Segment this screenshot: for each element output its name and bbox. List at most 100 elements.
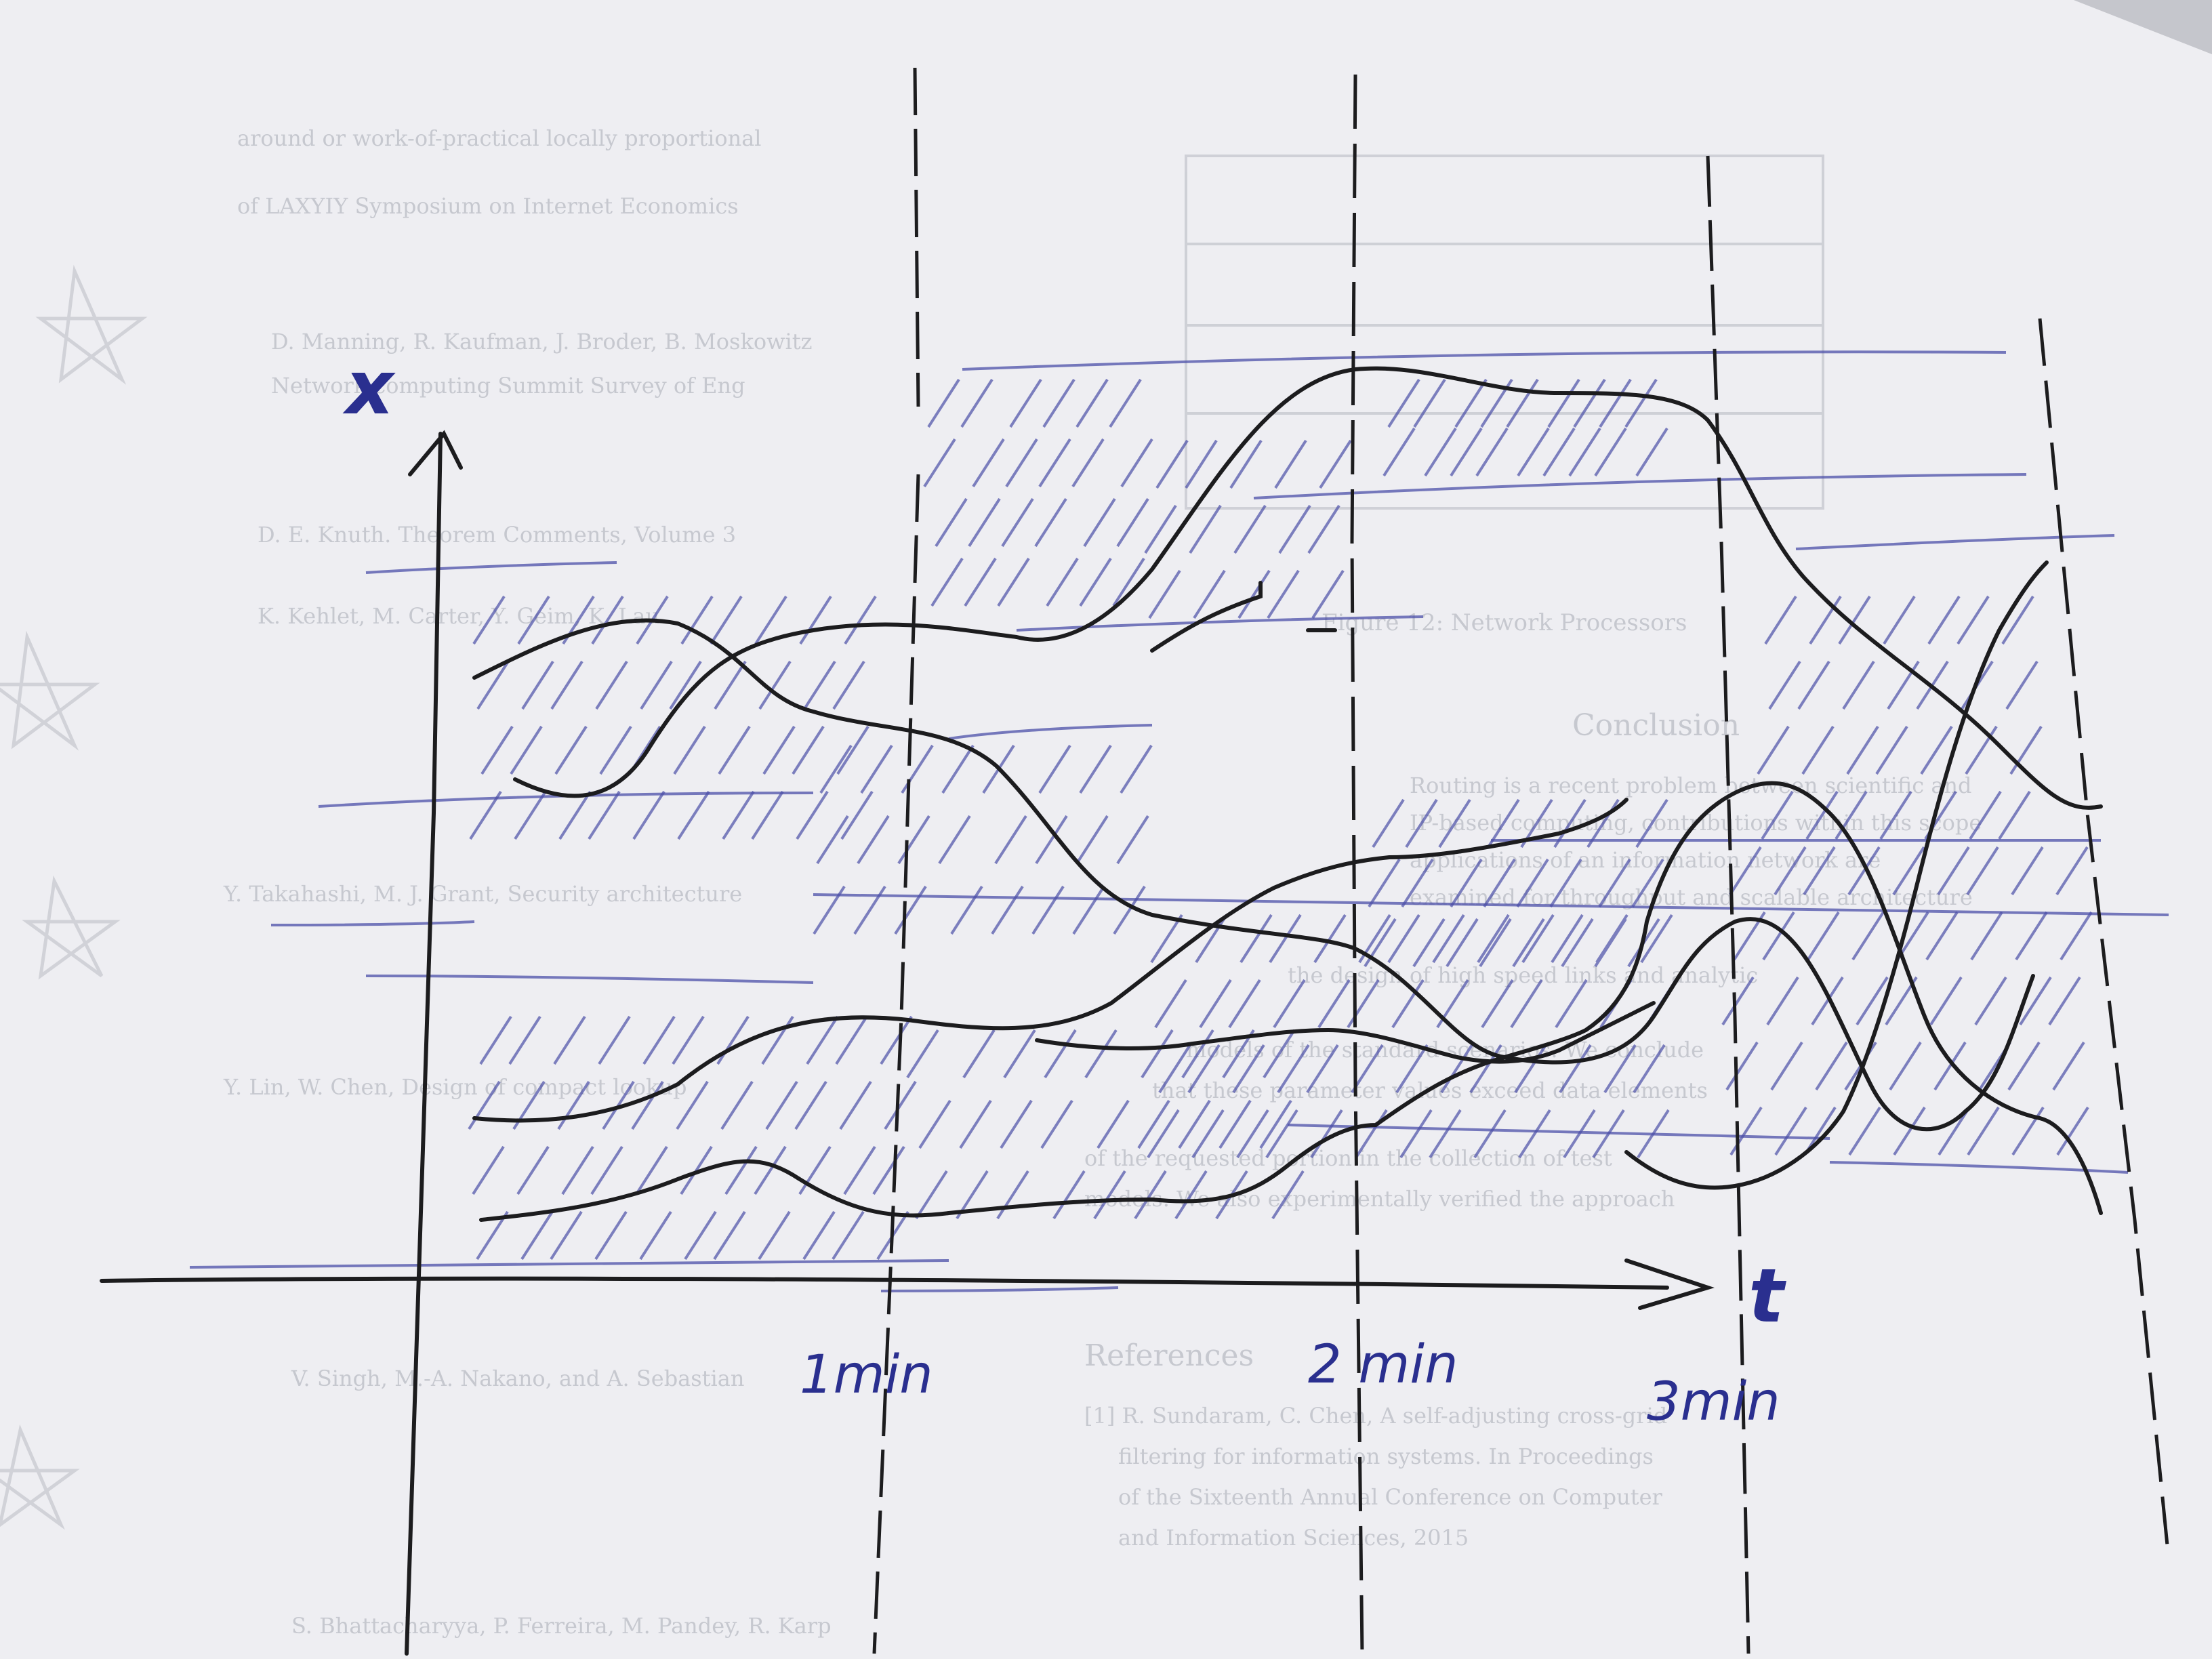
hatch-stroke	[762, 725, 796, 775]
hatch-stroke	[714, 660, 747, 710]
hatch-stroke	[1199, 979, 1232, 1029]
hatch-stroke	[720, 1080, 754, 1130]
hatch-stroke	[1594, 918, 1627, 968]
hatch-stroke	[1883, 595, 1916, 645]
hatch-stroke	[1438, 798, 1471, 848]
blue-hatching	[468, 378, 2093, 1261]
hatch-stroke	[476, 660, 510, 710]
hatch-stroke	[1477, 914, 1510, 964]
hatch-stroke	[1774, 1106, 1807, 1156]
hatch-stroke	[1835, 790, 1868, 840]
hatch-stroke	[472, 595, 506, 645]
bleed-figure-caption: Figure 12: Network Processors	[1322, 609, 1687, 636]
bleed-reference-line: filtering for information systems. In Pr…	[1118, 1443, 1654, 1469]
hatch-stroke	[894, 885, 927, 935]
hatch-stroke	[590, 1145, 623, 1195]
hatch-stroke	[1368, 858, 1401, 908]
hatch-stroke	[1510, 979, 1543, 1029]
bleed-ref-line: Network computing Summit Survey of Eng	[271, 373, 745, 398]
hatch-stroke	[1974, 976, 2007, 1026]
hatch-stroke	[840, 790, 874, 840]
hatch-stroke	[1259, 1099, 1292, 1149]
hatch-stroke	[640, 660, 673, 710]
bleed-star-doodle	[22, 875, 121, 980]
hatch-stroke	[1271, 1170, 1305, 1220]
trajectory-5	[1035, 1001, 1656, 1064]
hatch-stroke	[1633, 1044, 1666, 1094]
hatch-stroke	[1599, 378, 1632, 428]
hatch-stroke	[1594, 427, 1627, 477]
hatch-stroke	[1240, 914, 1273, 964]
bleed-reference-line: of the Sixteenth Annual Conference on Co…	[1118, 1484, 1663, 1510]
hatch-stroke	[1889, 1041, 1922, 1091]
hatch-stroke	[1927, 595, 1961, 645]
hatch-stroke	[1998, 790, 2031, 840]
hatch-stroke	[844, 595, 877, 645]
hatch-stroke	[1387, 914, 1420, 964]
hatch-stroke	[1144, 504, 1177, 554]
hatch-stroke	[798, 1145, 832, 1195]
hatch-stroke	[758, 660, 792, 710]
hatch-stroke	[553, 1015, 586, 1065]
hatch-stroke	[520, 1210, 554, 1261]
hatch-stroke	[1440, 1044, 1473, 1094]
hatch-stroke	[994, 815, 1027, 865]
hatch-stroke	[1009, 378, 1042, 428]
hatch-stroke	[950, 885, 983, 935]
bleed-ref-line: V. Singh, M.-A. Nakano, and A. Sebastian	[291, 1366, 744, 1391]
hatch-stroke	[1481, 979, 1514, 1029]
hatch-stroke	[915, 1170, 948, 1220]
hatch-stroke	[997, 557, 1030, 607]
blue-guide-line	[880, 1286, 1119, 1292]
hatch-stroke	[1586, 798, 1620, 848]
trajectory-7	[1150, 581, 1263, 653]
hatch-stroke	[1933, 1041, 1967, 1091]
hatch-stroke	[1267, 569, 1300, 619]
hatch-stroke	[716, 1015, 750, 1065]
hatch-stroke	[1549, 858, 1582, 908]
hatch-stroke	[1446, 918, 1479, 968]
hatch-stroke	[468, 1080, 501, 1130]
hatch-stroke	[1487, 798, 1520, 848]
hatch-stroke	[1237, 569, 1271, 619]
hatch-stroke	[1809, 595, 1842, 645]
hatch-stroke	[1401, 858, 1434, 908]
hatch-stroke	[1631, 858, 1664, 908]
bleed-ref-line: D. E. Knuth. Theorem Comments, Volume 3	[258, 522, 736, 548]
hatch-stroke	[1147, 1109, 1180, 1159]
hatch-stroke	[1512, 918, 1545, 968]
hatch-stroke	[1306, 1044, 1339, 1094]
hatch-stroke	[1938, 1106, 1971, 1156]
hatch-stroke	[960, 378, 994, 428]
hatch-stroke	[1120, 744, 1153, 794]
hatch-stroke	[996, 1170, 1029, 1220]
hatch-stroke	[1405, 798, 1438, 848]
blue-guide-line	[365, 975, 814, 984]
hatch-stroke	[897, 815, 930, 865]
hatch-stroke	[1093, 1170, 1126, 1220]
hatch-stroke	[832, 660, 865, 710]
hatch-stroke	[1134, 1170, 1167, 1220]
hatch-stroke	[1273, 979, 1306, 1029]
hatch-stroke	[1035, 815, 1068, 865]
hatch-stroke	[1573, 378, 1606, 428]
hatch-stroke	[857, 815, 890, 865]
hatch-stroke	[680, 595, 714, 645]
hatch-stroke	[1768, 660, 1801, 710]
bleed-star-doodle	[35, 264, 148, 385]
hatch-stroke	[972, 438, 1005, 488]
hatch-stroke	[1721, 976, 1755, 1026]
hatch-stroke	[1473, 1109, 1507, 1159]
hatch-stroke	[521, 660, 554, 710]
hatch-stroke	[930, 557, 964, 607]
hatch-stroke	[1966, 846, 1999, 896]
hatch-stroke	[1967, 1106, 2000, 1156]
hatch-stroke	[1034, 497, 1067, 548]
hatch-stroke	[1801, 725, 1835, 775]
hatch-stroke	[1307, 504, 1340, 554]
hatch-stroke	[1764, 595, 1797, 645]
hatch-stroke	[1553, 798, 1586, 848]
hatch-stroke	[1265, 1109, 1298, 1159]
hatch-stroke	[1847, 846, 1881, 896]
